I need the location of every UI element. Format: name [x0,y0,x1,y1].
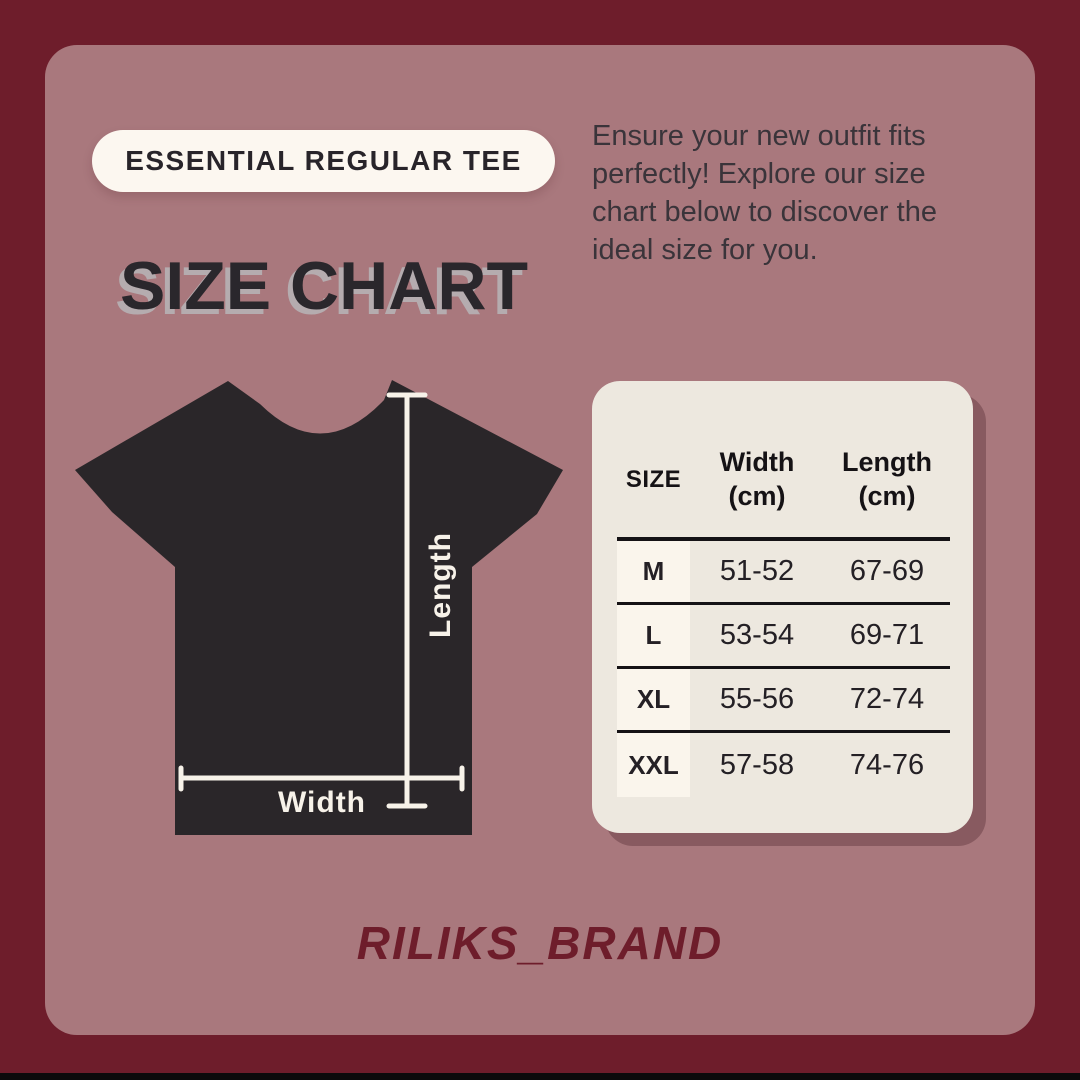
cell-width: 55-56 [719,683,795,715]
cell-size: XL [617,669,690,730]
product-badge: ESSENTIAL REGULAR TEE [92,130,555,192]
page-title: SIZE CHART [120,248,528,324]
tshirt-diagram [75,380,563,835]
length-measure-line [386,392,428,809]
size-table-card: SIZE Width (cm) Length (cm) M 51-52 67-6… [592,381,973,833]
header-length-cm: Length (cm) [842,447,932,511]
product-badge-label: ESSENTIAL REGULAR TEE [125,145,522,176]
table-row-m: M 51-52 67-69 [617,541,950,605]
cell-size: L [617,605,690,666]
table-row-l: L 53-54 69-71 [617,605,950,669]
cell-size: XXL [617,733,690,797]
cell-width: 57-58 [719,748,795,781]
intro-text: Ensure your new outfit fits perfectly! E… [592,120,937,266]
length-label: Length [424,532,457,638]
cell-length: 69-71 [849,619,925,651]
header-size: SIZE [625,466,682,493]
cell-length: 72-74 [849,683,925,715]
size-table: SIZE Width (cm) Length (cm) M 51-52 67-6… [617,381,950,797]
width-measure-line [178,765,465,792]
tshirt-silhouette [75,380,563,835]
cell-length: 67-69 [849,555,925,587]
table-row-xxl: XXL 57-58 74-76 [617,733,950,797]
cell-width: 51-52 [719,555,795,587]
cell-size: M [617,541,690,602]
size-table-header-row: SIZE Width (cm) Length (cm) [617,381,950,541]
cell-length: 74-76 [849,748,925,781]
width-label: Width [277,786,367,819]
table-row-xl: XL 55-56 72-74 [617,669,950,733]
brand-name: RILIKS_BRAND [356,917,724,969]
header-width-cm: Width (cm) [719,447,795,511]
bottom-strip [0,1073,1080,1080]
cell-width: 53-54 [719,619,795,651]
